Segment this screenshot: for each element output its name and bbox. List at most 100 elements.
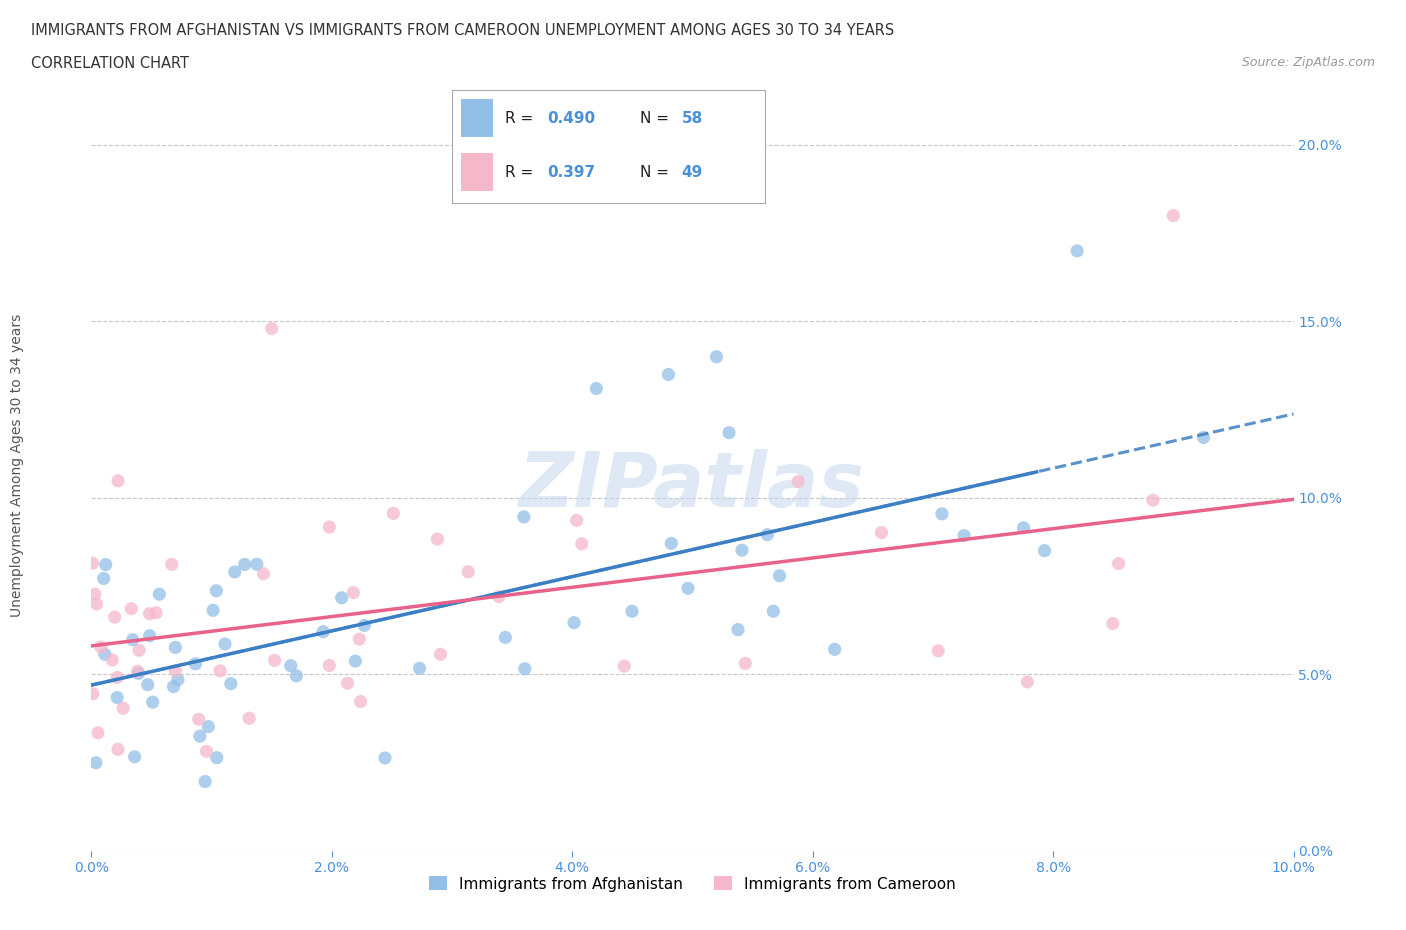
Point <box>927 644 949 658</box>
Point <box>706 350 728 365</box>
Point <box>342 585 364 600</box>
Point <box>621 604 644 618</box>
Point <box>1017 674 1039 689</box>
Point <box>165 663 187 678</box>
Point <box>136 677 159 692</box>
Point <box>1142 493 1164 508</box>
Point <box>187 711 209 726</box>
Point <box>142 695 165 710</box>
Point <box>762 604 785 618</box>
Point <box>756 527 779 542</box>
Point <box>138 629 160 644</box>
Point <box>513 661 536 676</box>
Point <box>1192 430 1215 445</box>
Text: CORRELATION CHART: CORRELATION CHART <box>31 56 188 71</box>
Point <box>330 591 353 605</box>
Point <box>659 536 682 551</box>
Point <box>209 663 232 678</box>
Point <box>252 566 274 581</box>
Point <box>82 556 104 571</box>
Point <box>84 755 107 770</box>
Text: ZIPatlas: ZIPatlas <box>519 449 866 523</box>
Point <box>336 676 359 691</box>
Point <box>246 557 269 572</box>
Point <box>768 568 790 583</box>
Point <box>238 711 260 725</box>
Point <box>585 381 607 396</box>
Point <box>214 636 236 651</box>
Point <box>101 653 124 668</box>
Point <box>344 654 367 669</box>
Point <box>931 507 953 522</box>
Point <box>205 583 228 598</box>
Point <box>429 647 451 662</box>
Point <box>350 694 373 709</box>
Point <box>105 690 128 705</box>
Point <box>657 367 679 382</box>
Point <box>188 729 211 744</box>
Point <box>824 642 846 657</box>
Point <box>148 587 170 602</box>
Point <box>870 525 893 540</box>
Point <box>374 751 396 765</box>
Point <box>195 744 218 759</box>
Point <box>613 658 636 673</box>
Text: Source: ZipAtlas.com: Source: ZipAtlas.com <box>1241 56 1375 69</box>
Point <box>353 618 375 632</box>
Point <box>318 520 340 535</box>
Point <box>312 624 335 639</box>
Point <box>94 647 117 662</box>
Point <box>1033 543 1056 558</box>
Point <box>90 640 112 655</box>
Point <box>128 666 150 681</box>
Point <box>727 622 749 637</box>
Point <box>94 557 117 572</box>
Point <box>145 605 167 620</box>
Point <box>260 321 283 336</box>
Point <box>408 661 430 676</box>
Point <box>162 679 184 694</box>
Point <box>219 676 242 691</box>
Point <box>107 742 129 757</box>
Point <box>494 630 516 644</box>
Point <box>676 581 699 596</box>
Point <box>1012 521 1035 536</box>
Point <box>1066 244 1088 259</box>
Point <box>105 670 128 684</box>
Point <box>104 610 127 625</box>
Point <box>107 473 129 488</box>
Point <box>565 512 588 527</box>
Point <box>488 590 510 604</box>
Legend: Immigrants from Afghanistan, Immigrants from Cameroon: Immigrants from Afghanistan, Immigrants … <box>423 870 962 897</box>
Point <box>93 571 115 586</box>
Point <box>167 672 190 687</box>
Point <box>382 506 405 521</box>
Point <box>731 543 754 558</box>
Point <box>787 474 810 489</box>
Point <box>285 669 308 684</box>
Point <box>87 725 110 740</box>
Point <box>202 603 225 618</box>
Point <box>197 719 219 734</box>
Point <box>120 602 142 617</box>
Text: IMMIGRANTS FROM AFGHANISTAN VS IMMIGRANTS FROM CAMEROON UNEMPLOYMENT AMONG AGES : IMMIGRANTS FROM AFGHANISTAN VS IMMIGRANT… <box>31 23 894 38</box>
Point <box>127 664 149 679</box>
Point <box>318 658 340 673</box>
Point <box>82 686 104 701</box>
Point <box>86 596 108 611</box>
Point <box>224 565 246 579</box>
Point <box>121 632 143 647</box>
Point <box>571 537 593 551</box>
Point <box>165 640 187 655</box>
Point <box>457 565 479 579</box>
Point <box>734 656 756 671</box>
Point <box>1101 617 1123 631</box>
Point <box>426 532 449 547</box>
Point <box>1161 208 1184 223</box>
Point <box>953 528 976 543</box>
Point <box>562 615 585 630</box>
Point <box>349 631 371 646</box>
Point <box>233 557 256 572</box>
Point <box>194 774 217 789</box>
Point <box>138 606 160 621</box>
